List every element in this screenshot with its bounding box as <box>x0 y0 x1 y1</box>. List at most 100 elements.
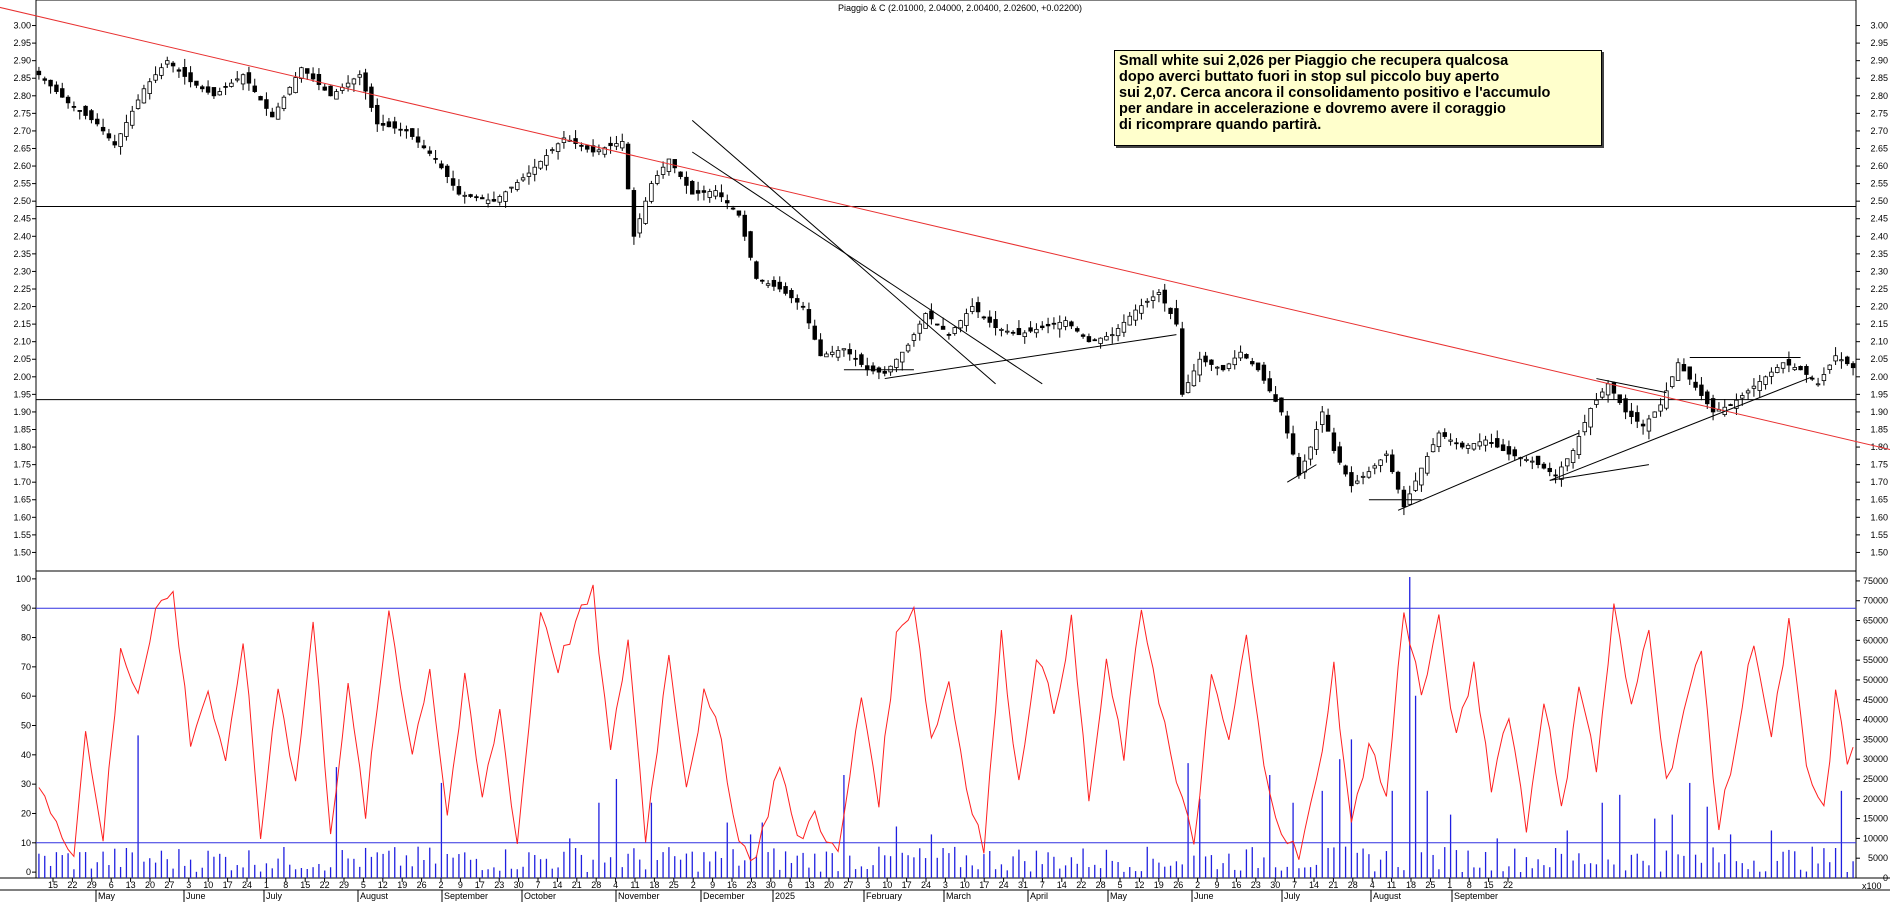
price-tick-label-right: 2.40 <box>1870 231 1888 241</box>
date-tick-label: 28 <box>591 880 601 890</box>
price-tick-label-right: 2.60 <box>1870 161 1888 171</box>
date-tick-label: 14 <box>1057 880 1067 890</box>
candle-down <box>754 261 759 279</box>
price-tick-label: 1.70 <box>13 477 31 487</box>
candle-up <box>293 77 298 94</box>
date-tick-label: 18 <box>1406 880 1416 890</box>
candle-down <box>975 302 981 313</box>
candle-down <box>450 178 456 186</box>
price-tick-label-right: 2.75 <box>1870 108 1888 118</box>
candle-up <box>1524 458 1529 461</box>
price-tick-label: 1.85 <box>13 424 31 434</box>
candle-up <box>614 143 619 147</box>
candle-down <box>474 196 479 199</box>
candle-up <box>1215 366 1220 369</box>
candle-down <box>369 86 374 108</box>
candle-up <box>217 91 222 96</box>
candle-down <box>1728 404 1733 406</box>
price-tick-label: 2.45 <box>13 214 31 224</box>
candle-down <box>1331 432 1337 451</box>
candle-down <box>60 88 65 98</box>
price-tick-label: 2.30 <box>13 266 31 276</box>
candle-down <box>929 310 934 320</box>
candle-up <box>520 177 526 181</box>
price-tick-label: 2.50 <box>13 196 31 206</box>
date-tick-label: 30 <box>514 880 524 890</box>
candle-up <box>1197 358 1202 376</box>
oscillator-series <box>38 584 1854 862</box>
candle-down <box>993 319 998 329</box>
price-tick-label-right: 1.75 <box>1870 460 1888 470</box>
price-tick-label-right: 2.20 <box>1870 302 1888 312</box>
candle-down <box>1395 471 1401 490</box>
price-tick-label: 2.05 <box>13 354 31 364</box>
date-tick-label: 27 <box>164 880 174 890</box>
candle-down <box>783 286 788 294</box>
price-tick-label-right: 1.85 <box>1870 424 1888 434</box>
date-tick-label: 28 <box>1096 880 1106 890</box>
candle-up <box>1384 453 1389 456</box>
candle-down <box>812 325 817 340</box>
candle-up <box>1740 395 1745 399</box>
candle-up <box>1057 321 1062 330</box>
candle-down <box>1617 394 1622 403</box>
date-tick-label: 29 <box>87 880 97 890</box>
candle-down <box>1244 353 1249 359</box>
date-tick-label: 13 <box>126 880 136 890</box>
candle-down <box>36 70 42 76</box>
candle-up <box>964 313 969 326</box>
candle-up <box>1745 390 1751 394</box>
candle-down <box>83 105 88 116</box>
date-tick-label: 14 <box>552 880 562 890</box>
candle-up <box>1582 422 1587 433</box>
date-tick-label: 28 <box>1348 880 1358 890</box>
candle-down <box>427 150 432 154</box>
candle-up <box>970 306 975 312</box>
oscillator-tick-label: 90 <box>21 603 31 613</box>
candle-up <box>544 155 549 166</box>
candle-down <box>690 181 695 195</box>
candle-up <box>1477 441 1482 447</box>
price-tick-label: 1.75 <box>13 460 31 470</box>
candle-up <box>1005 330 1010 333</box>
date-tick-label: 22 <box>1503 880 1513 890</box>
candle-up <box>287 86 292 95</box>
price-tick-label: 2.00 <box>13 372 31 382</box>
date-tick-label: 13 <box>805 880 815 890</box>
candle-up <box>1594 399 1599 405</box>
candle-up <box>1815 383 1821 386</box>
oscillator-tick-label: 40 <box>21 750 31 760</box>
volume-tick-label: 40000 <box>1863 715 1888 725</box>
candle-down <box>1016 328 1022 336</box>
candle-up <box>118 133 123 147</box>
month-label: May <box>98 891 116 901</box>
candle-down <box>392 121 397 129</box>
candle-down <box>71 106 77 108</box>
candle-up <box>1191 370 1197 387</box>
candle-down <box>410 128 415 137</box>
candle-up <box>1780 362 1786 369</box>
candle-down <box>398 128 403 131</box>
candle-down <box>112 141 117 146</box>
candle-down <box>316 73 322 85</box>
candle-down <box>795 298 800 303</box>
candle-down <box>1080 334 1086 337</box>
candle-down <box>89 110 94 121</box>
candle-up <box>1419 467 1424 486</box>
date-tick-label: 23 <box>746 880 756 890</box>
price-tick-label-right: 2.35 <box>1870 249 1888 259</box>
black-trendline <box>1397 432 1580 511</box>
candle-down <box>981 316 987 319</box>
price-tick-label-right: 2.85 <box>1870 73 1888 83</box>
price-tick-label: 2.35 <box>13 249 31 259</box>
date-tick-label: 9 <box>458 880 463 890</box>
candle-up <box>952 327 957 334</box>
oscillator-tick-label: 80 <box>21 633 31 643</box>
volume-scale-label: x100 <box>1862 881 1882 891</box>
month-label: October <box>524 891 556 901</box>
candle-down <box>818 339 823 357</box>
date-tick-label: 17 <box>979 880 989 890</box>
date-tick-label: 23 <box>494 880 504 890</box>
candle-up <box>1734 399 1739 409</box>
